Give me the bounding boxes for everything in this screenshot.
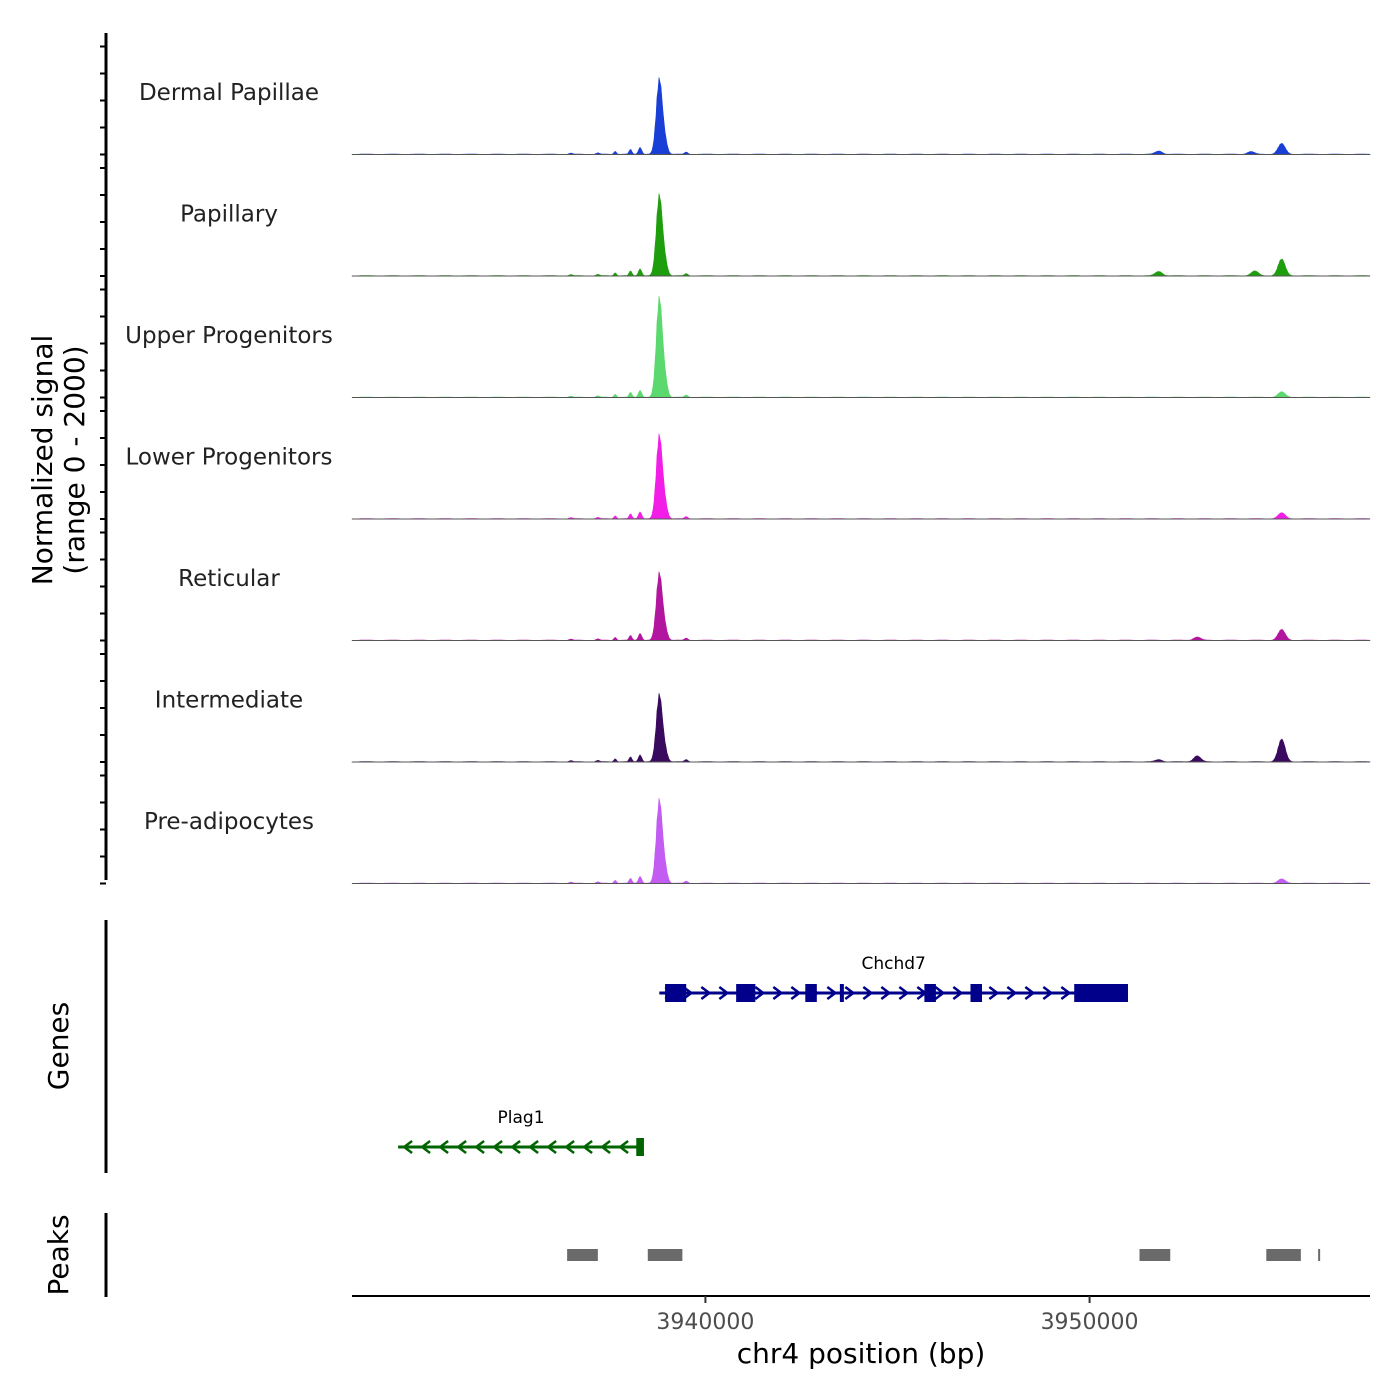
gene-exon — [636, 1138, 644, 1156]
gene-strand-arrow — [582, 1140, 593, 1154]
coverage-area — [351, 571, 1371, 641]
gene-exon — [805, 984, 817, 1002]
coverage-track: Intermediate — [155, 688, 1371, 763]
coverage-track-label: Intermediate — [155, 688, 303, 714]
gene-exon — [970, 984, 983, 1002]
coverage-track: Lower Progenitors — [126, 433, 1371, 520]
gene-exon — [665, 984, 687, 1002]
gene-strand-arrow — [420, 1140, 431, 1154]
peak-region — [647, 1249, 683, 1261]
gene-strand-arrow — [600, 1140, 611, 1154]
coverage-track-label: Pre-adipocytes — [144, 809, 314, 835]
gene-label: Chchd7 — [861, 954, 925, 974]
coverage-tracks: Dermal Papillae Papillary Upper Progenitor… — [100, 33, 1371, 885]
gene-strand-arrow — [988, 986, 1000, 1000]
coverage-area — [351, 295, 1371, 398]
gene-strand-arrow — [492, 1140, 503, 1154]
gene-strand-arrow — [952, 986, 964, 1000]
peak-region — [1266, 1249, 1301, 1261]
gene-strand-arrow — [700, 986, 712, 1000]
coverage-track-label: Upper Progenitors — [125, 323, 333, 349]
x-tick-label: 3940000 — [656, 1310, 754, 1335]
coverage-track: Pre-adipocytes — [144, 798, 1371, 884]
coverage-track: Reticular — [178, 566, 1371, 641]
gene-strand-arrow — [546, 1140, 557, 1154]
gene-strand-arrow — [510, 1140, 521, 1154]
peaks-y-axis-title: Peaks — [42, 1214, 75, 1295]
coverage-track-label: Lower Progenitors — [126, 445, 333, 471]
coverage-y-axis-title-line2: (range 0 - 2000) — [58, 345, 91, 574]
coverage-track: Papillary — [180, 193, 1371, 277]
gene-strand-arrow — [862, 986, 874, 1000]
gene-strand-arrow — [474, 1140, 485, 1154]
gene-label: Plag1 — [498, 1108, 545, 1128]
gene-strand-arrow — [880, 986, 892, 1000]
coverage-track-label: Dermal Papillae — [139, 80, 319, 106]
gene-exon — [736, 984, 756, 1002]
gene-strand-arrow — [1006, 986, 1018, 1000]
gene-strand-arrow — [934, 986, 946, 1000]
coverage-area — [351, 77, 1371, 155]
gene-strand-arrow — [790, 986, 802, 1000]
gene-exon — [839, 984, 844, 1002]
peak-track — [104, 1213, 1321, 1297]
coverage-track-label: Reticular — [178, 566, 280, 592]
gene-exon — [924, 984, 936, 1002]
x-axis-title: chr4 position (bp) — [737, 1337, 986, 1370]
peak-region — [1139, 1249, 1171, 1261]
gene-strand-arrow — [826, 986, 838, 1000]
genes-y-axis-title: Genes — [42, 1002, 75, 1090]
x-tick-label: 3950000 — [1041, 1310, 1139, 1335]
gene-strand-arrow — [618, 1140, 629, 1154]
gene-track: Chchd7 Plag1 — [104, 920, 1128, 1173]
gene-strand-arrow — [1042, 986, 1054, 1000]
peak-region — [567, 1249, 598, 1261]
gene-strand-arrow — [438, 1140, 449, 1154]
gene-model: Chchd7 — [659, 954, 1128, 1002]
coverage-area — [351, 193, 1371, 277]
coverage-area — [351, 693, 1371, 763]
gene-model: Plag1 — [398, 1108, 644, 1156]
coverage-area — [351, 798, 1371, 884]
gene-strand-arrow — [844, 986, 856, 1000]
gene-strand-arrow — [564, 1140, 575, 1154]
gene-strand-arrow — [898, 986, 910, 1000]
peak-region — [1318, 1249, 1321, 1261]
gene-strand-arrow — [1060, 986, 1072, 1000]
coverage-track: Upper Progenitors — [125, 295, 1371, 398]
gene-strand-arrow — [402, 1140, 413, 1154]
gene-strand-arrow — [772, 986, 784, 1000]
x-axis-ticks: 3940000 3950000 — [656, 1296, 1139, 1335]
coverage-area — [351, 433, 1371, 520]
coverage-track-label: Papillary — [180, 202, 278, 228]
gene-strand-arrow — [528, 1140, 539, 1154]
gene-strand-arrow — [456, 1140, 467, 1154]
gene-strand-arrow — [1024, 986, 1036, 1000]
coverage-track: Dermal Papillae — [139, 77, 1371, 155]
gene-strand-arrow — [718, 986, 730, 1000]
gene-exon — [1074, 984, 1128, 1002]
coverage-y-axis-title-line1: Normalized signal — [26, 335, 59, 586]
gene-strand-arrow — [754, 986, 766, 1000]
